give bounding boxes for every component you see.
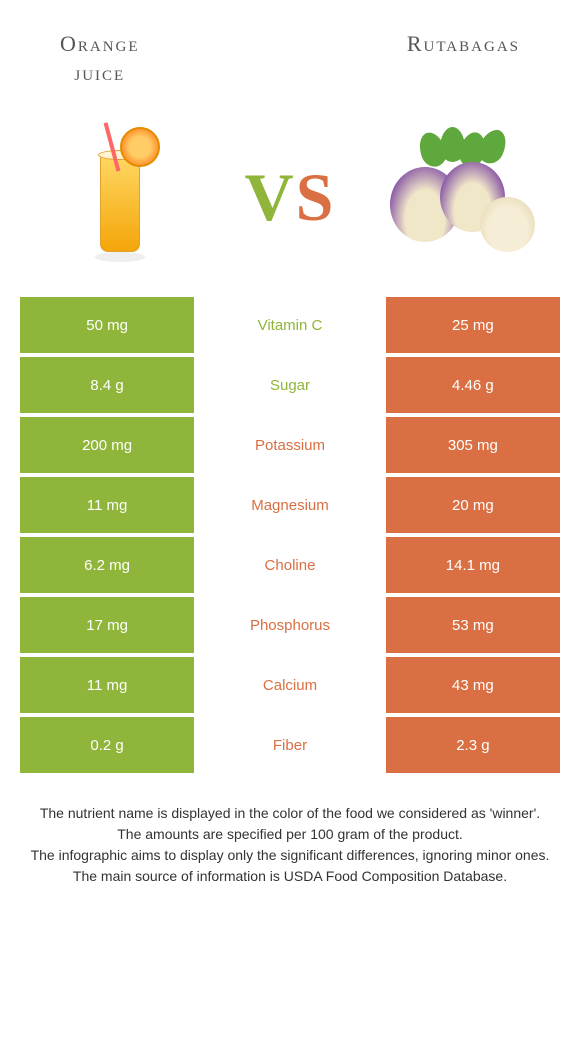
- cell-right-value: 14.1 mg: [386, 537, 560, 593]
- cell-left-value: 0.2 g: [20, 717, 194, 773]
- vs-s: S: [296, 159, 336, 235]
- cell-left-value: 200 mg: [20, 417, 194, 473]
- rutabagas-image: [390, 117, 530, 277]
- vs-v: V: [245, 159, 296, 235]
- header: Orange juice Rutabagas: [0, 0, 580, 97]
- comparison-table: 50 mgVitamin C25 mg8.4 gSugar4.46 g200 m…: [20, 297, 560, 773]
- footer-line-3: The infographic aims to display only the…: [20, 845, 560, 866]
- cell-right-value: 4.46 g: [386, 357, 560, 413]
- cell-left-value: 17 mg: [20, 597, 194, 653]
- cell-nutrient-label: Calcium: [194, 657, 386, 713]
- table-row: 6.2 mgCholine14.1 mg: [20, 537, 560, 593]
- cell-right-value: 43 mg: [386, 657, 560, 713]
- title-left-line1: Orange: [60, 31, 140, 56]
- table-row: 0.2 gFiber2.3 g: [20, 717, 560, 773]
- table-row: 8.4 gSugar4.46 g: [20, 357, 560, 413]
- cell-right-value: 25 mg: [386, 297, 560, 353]
- cell-right-value: 53 mg: [386, 597, 560, 653]
- footer-line-4: The main source of information is USDA F…: [20, 866, 560, 887]
- footer-notes: The nutrient name is displayed in the co…: [20, 803, 560, 887]
- cell-left-value: 6.2 mg: [20, 537, 194, 593]
- cell-nutrient-label: Choline: [194, 537, 386, 593]
- title-right-text: Rutabagas: [407, 31, 520, 56]
- table-row: 17 mgPhosphorus53 mg: [20, 597, 560, 653]
- title-right: Rutabagas: [407, 30, 520, 87]
- orange-juice-image: [50, 117, 190, 277]
- cell-nutrient-label: Potassium: [194, 417, 386, 473]
- table-row: 50 mgVitamin C25 mg: [20, 297, 560, 353]
- cell-left-value: 50 mg: [20, 297, 194, 353]
- cell-left-value: 11 mg: [20, 477, 194, 533]
- table-row: 200 mgPotassium305 mg: [20, 417, 560, 473]
- cell-nutrient-label: Fiber: [194, 717, 386, 773]
- footer-line-1: The nutrient name is displayed in the co…: [20, 803, 560, 824]
- footer-line-2: The amounts are specified per 100 gram o…: [20, 824, 560, 845]
- cell-left-value: 11 mg: [20, 657, 194, 713]
- vs-label: VS: [245, 158, 336, 237]
- cell-nutrient-label: Vitamin C: [194, 297, 386, 353]
- cell-right-value: 305 mg: [386, 417, 560, 473]
- cell-nutrient-label: Magnesium: [194, 477, 386, 533]
- cell-nutrient-label: Sugar: [194, 357, 386, 413]
- images-row: VS: [0, 107, 580, 287]
- cell-right-value: 20 mg: [386, 477, 560, 533]
- title-left: Orange juice: [60, 30, 140, 87]
- table-row: 11 mgCalcium43 mg: [20, 657, 560, 713]
- cell-nutrient-label: Phosphorus: [194, 597, 386, 653]
- cell-right-value: 2.3 g: [386, 717, 560, 773]
- cell-left-value: 8.4 g: [20, 357, 194, 413]
- title-left-line2: juice: [74, 60, 125, 85]
- table-row: 11 mgMagnesium20 mg: [20, 477, 560, 533]
